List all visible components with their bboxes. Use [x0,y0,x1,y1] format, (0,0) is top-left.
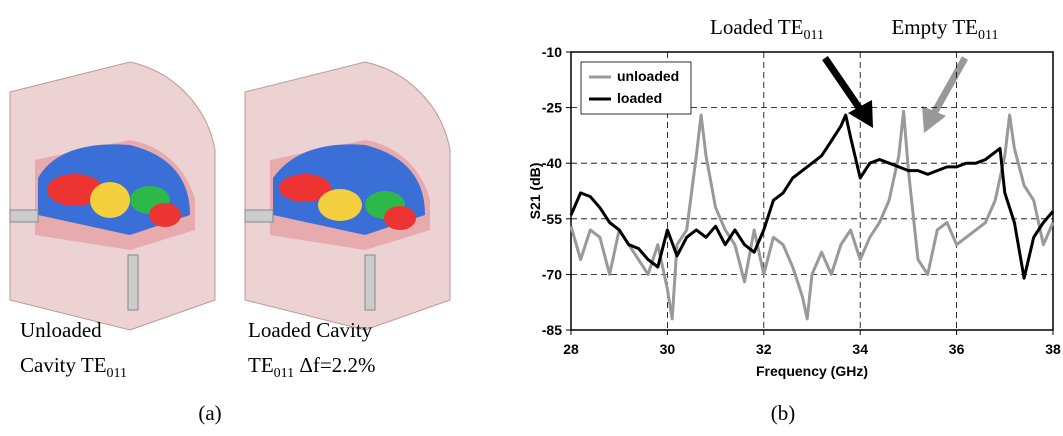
caption-line: TE011 Δf=2.2% [248,353,375,381]
y-tick-label: -55 [542,211,562,227]
x-tick-label: 36 [949,341,965,357]
x-tick-label: 34 [852,341,868,357]
series-line [569,113,1055,280]
caption-line: Cavity TE011 [20,353,127,381]
legend-label: loaded [617,90,662,106]
arrow-empty [922,56,969,133]
series-line [569,109,1055,321]
annotation-subscript: 011 [804,28,824,43]
annotation-text: Loaded TE [710,15,804,39]
caption-text: Cavity TE [20,353,107,377]
annotation: Loaded TE011 [710,15,824,43]
caption-line: Loaded Cavity [248,318,373,342]
annotation-text: Empty TE [891,15,978,39]
y-tick-label: -10 [542,44,562,60]
caption-text: Δf=2.2% [294,353,375,377]
legend-box [580,61,692,115]
cavity-loaded [244,61,451,331]
caption-subscript: 011 [274,366,294,381]
caption-line: Unloaded [20,318,102,342]
y-tick-label: -40 [542,155,562,171]
arrow-loaded [822,56,873,128]
caption-text: TE [248,353,274,377]
cavity-unloaded [9,61,216,331]
y-axis-title: S21 (dB) [527,163,543,220]
caption-subscript: 011 [107,366,127,381]
panel-label: (a) [198,401,221,425]
y-tick-label: -25 [542,100,562,116]
annotation: Empty TE011 [891,15,998,43]
x-tick-label: 28 [563,341,579,357]
x-tick-label: 32 [756,341,772,357]
x-tick-label: 38 [1045,341,1061,357]
annotation-subscript: 011 [978,28,998,43]
panel-label: (b) [771,401,796,425]
y-tick-label: -70 [542,266,562,282]
y-tick-label: -85 [542,322,562,338]
legend-label: unloaded [617,68,679,84]
x-axis-title: Frequency (GHz) [756,363,868,379]
x-tick-label: 30 [660,341,676,357]
